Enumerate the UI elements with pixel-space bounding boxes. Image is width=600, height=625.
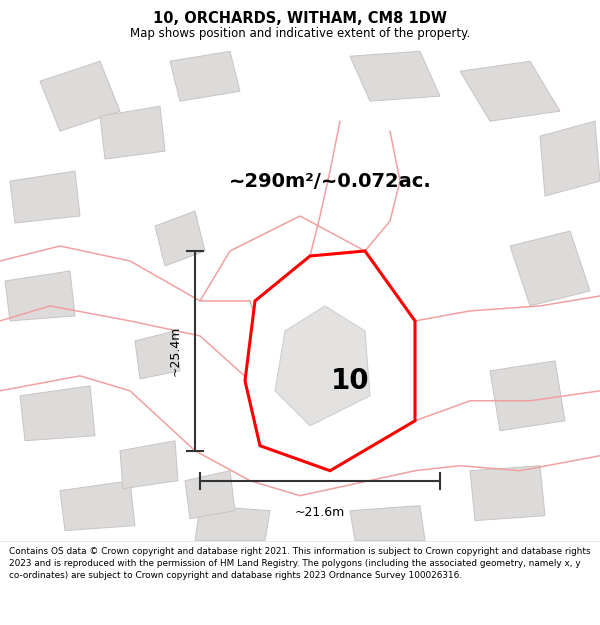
Polygon shape	[275, 306, 370, 426]
Text: ~25.4m: ~25.4m	[169, 326, 182, 376]
Polygon shape	[195, 506, 270, 541]
Polygon shape	[100, 106, 165, 159]
Text: 10, ORCHARDS, WITHAM, CM8 1DW: 10, ORCHARDS, WITHAM, CM8 1DW	[153, 11, 447, 26]
Text: ~290m²/~0.072ac.: ~290m²/~0.072ac.	[229, 172, 431, 191]
Polygon shape	[185, 471, 235, 519]
Polygon shape	[135, 331, 180, 379]
Polygon shape	[120, 441, 178, 489]
Polygon shape	[155, 211, 205, 266]
Polygon shape	[350, 506, 425, 541]
Text: 10: 10	[331, 367, 370, 395]
Polygon shape	[540, 121, 600, 196]
Text: Contains OS data © Crown copyright and database right 2021. This information is : Contains OS data © Crown copyright and d…	[9, 548, 590, 580]
Polygon shape	[350, 51, 440, 101]
Polygon shape	[470, 466, 545, 521]
Polygon shape	[5, 271, 75, 321]
Polygon shape	[20, 386, 95, 441]
Text: ~21.6m: ~21.6m	[295, 506, 345, 519]
Polygon shape	[490, 361, 565, 431]
Polygon shape	[60, 481, 135, 531]
Polygon shape	[170, 51, 240, 101]
Polygon shape	[460, 61, 560, 121]
Polygon shape	[510, 231, 590, 306]
Polygon shape	[40, 61, 120, 131]
Polygon shape	[245, 251, 415, 471]
Text: Map shows position and indicative extent of the property.: Map shows position and indicative extent…	[130, 27, 470, 40]
Polygon shape	[10, 171, 80, 223]
